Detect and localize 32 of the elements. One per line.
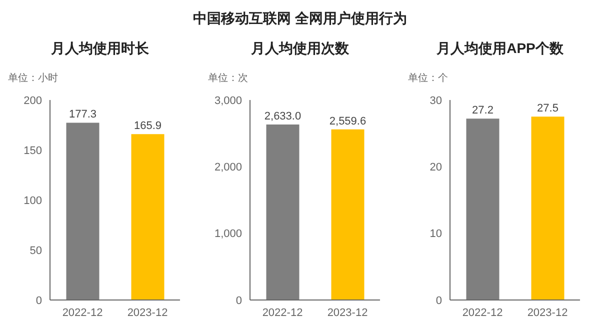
data-label: 2,633.0 xyxy=(264,110,302,122)
y-tick-label: 3,000 xyxy=(214,94,242,107)
y-tick-label: 200 xyxy=(24,94,42,107)
text: 中国移动互联网 全网用户使用行为 xyxy=(192,10,408,28)
data-label: 177.3 xyxy=(68,108,97,121)
x-tick-label: 2022-12 xyxy=(262,306,303,319)
chart-title: 月人均使用时长 xyxy=(50,40,150,58)
x-tick-label: 2023-12 xyxy=(127,306,168,319)
x-tick-label: 2023-12 xyxy=(327,306,368,319)
x-tick-label: 2023-12 xyxy=(527,306,568,319)
y-tick-label: 1,000 xyxy=(214,228,242,240)
y-axis-title: 单位：次 xyxy=(208,72,248,85)
y-tick-label: 150 xyxy=(24,144,42,157)
y-axis-title: 单位：小时 xyxy=(8,72,58,85)
y-tick-label: 100 xyxy=(24,194,42,207)
data-label: 27.2 xyxy=(472,104,494,117)
y-tick-label: 30 xyxy=(430,94,442,107)
data-label: 165.9 xyxy=(134,120,162,132)
y-tick-label: 2,000 xyxy=(214,162,242,174)
y-tick-label: 0 xyxy=(236,294,242,307)
x-tick-label: 2022-12 xyxy=(462,306,503,319)
x-tick-label: 2022-12 xyxy=(62,306,103,319)
y-axis-title: 单位：个 xyxy=(408,72,448,85)
y-tick-label: 0 xyxy=(436,294,442,307)
y-tick-label: 20 xyxy=(430,162,442,174)
data-label: 27.5 xyxy=(537,102,558,115)
chart-title: 月人均使用APP个数 xyxy=(436,40,564,58)
y-tick-label: 0 xyxy=(36,294,42,307)
chart-title: 月人均使用次数 xyxy=(250,40,350,58)
data-label: 2,559.6 xyxy=(329,115,366,128)
y-tick-label: 50 xyxy=(30,244,42,257)
y-tick-label: 10 xyxy=(430,228,442,240)
